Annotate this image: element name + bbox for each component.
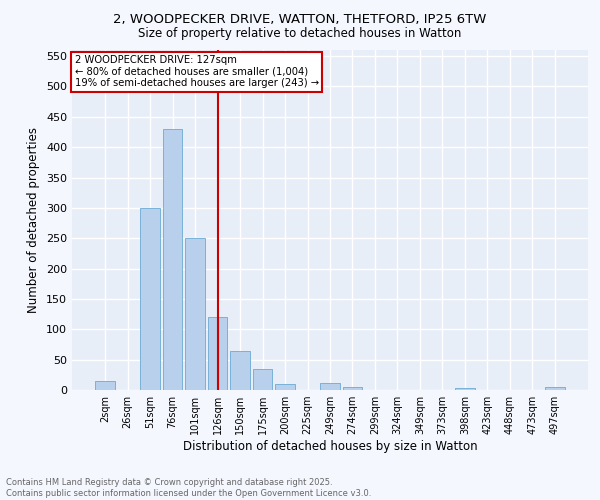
- Bar: [140, 208, 160, 390]
- Bar: [95, 381, 115, 390]
- Bar: [455, 388, 475, 390]
- Bar: [185, 238, 205, 390]
- Text: Contains HM Land Registry data © Crown copyright and database right 2025.
Contai: Contains HM Land Registry data © Crown c…: [6, 478, 371, 498]
- Text: Size of property relative to detached houses in Watton: Size of property relative to detached ho…: [139, 28, 461, 40]
- Bar: [545, 387, 565, 390]
- Bar: [208, 317, 227, 390]
- Bar: [163, 129, 182, 390]
- Text: 2 WOODPECKER DRIVE: 127sqm
← 80% of detached houses are smaller (1,004)
19% of s: 2 WOODPECKER DRIVE: 127sqm ← 80% of deta…: [74, 55, 319, 88]
- Bar: [275, 384, 295, 390]
- X-axis label: Distribution of detached houses by size in Watton: Distribution of detached houses by size …: [182, 440, 478, 453]
- Bar: [320, 382, 340, 390]
- Y-axis label: Number of detached properties: Number of detached properties: [28, 127, 40, 313]
- Bar: [253, 369, 272, 390]
- Bar: [343, 387, 362, 390]
- Text: 2, WOODPECKER DRIVE, WATTON, THETFORD, IP25 6TW: 2, WOODPECKER DRIVE, WATTON, THETFORD, I…: [113, 12, 487, 26]
- Bar: [230, 350, 250, 390]
